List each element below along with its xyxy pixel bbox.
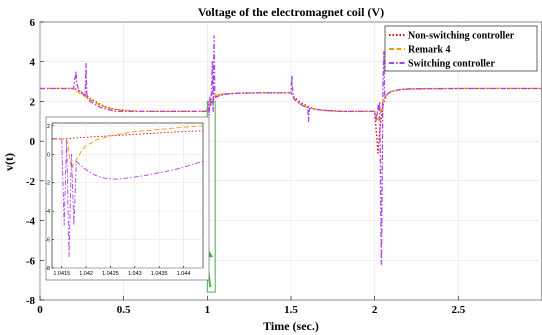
y-tick-label: 4 — [30, 57, 36, 69]
x-tick-label: 1.5 — [284, 304, 298, 316]
chart-title: Voltage of the electromagnet coil (V) — [198, 5, 384, 19]
x-tick-label: 0.5 — [117, 304, 131, 316]
legend-label-remark-4: Remark 4 — [408, 45, 451, 56]
y-tick-label: -6 — [45, 238, 50, 244]
y-tick-label: -2 — [45, 181, 50, 187]
x-tick-label: 1.042 — [79, 271, 93, 277]
x-tick-label: 1.044 — [177, 271, 191, 277]
y-tick-label: 2 — [47, 124, 50, 130]
inset-chart: 1.0415 1.042 1.0425 1.043 1.0435 1.044 -8 -6 -4 -… — [45, 116, 210, 281]
main-ticks: 0 0.5 1 1.5 2 2.5 -8 -6 -4 -2 0 2 4 6 — [26, 17, 466, 316]
series-line-switching-controller — [40, 35, 542, 265]
x-tick-label: 1.0435 — [151, 271, 168, 277]
series-line-remark-4 — [52, 125, 203, 169]
x-tick-label: 2.5 — [451, 304, 465, 316]
y-tick-label: -4 — [26, 216, 36, 228]
x-tick-label: 0 — [37, 304, 43, 316]
x-tick-label: 1 — [205, 304, 211, 316]
series-line-non-switching-controller — [40, 87, 542, 154]
y-tick-label: 0 — [30, 136, 36, 148]
y-tick-label: 2 — [30, 96, 36, 108]
y-tick-label: 6 — [30, 17, 36, 29]
x-tick-label: 1.0415 — [53, 271, 70, 277]
x-tick-label: 1.043 — [128, 271, 142, 277]
inset-plot-area — [51, 122, 204, 269]
x-tick-label: 2 — [372, 304, 378, 316]
y-tick-label: -8 — [45, 266, 50, 272]
y-tick-label: -6 — [26, 255, 36, 267]
inset-series — [52, 125, 203, 258]
legend-label-switching: Switching controller — [408, 59, 495, 70]
legend-label-non-switching: Non-switching controller — [408, 31, 515, 42]
y-tick-label: -8 — [26, 295, 36, 307]
inset-ticks: 1.0415 1.042 1.0425 1.043 1.0435 1.044 -8 -6 -4 -… — [45, 124, 190, 277]
y-tick-label: 0 — [47, 152, 50, 158]
x-axis-label: Time (sec.) — [263, 319, 319, 333]
y-tick-label: -4 — [45, 209, 50, 215]
series-line-switching-controller — [52, 138, 203, 258]
legend: Non-switching controller Remark 4 Switch… — [384, 25, 538, 72]
y-axis-label: v(t) — [2, 153, 16, 171]
y-tick-label: -2 — [26, 176, 36, 188]
main-series — [40, 35, 542, 265]
legend-box — [384, 25, 538, 72]
x-tick-label: 1.0425 — [102, 271, 119, 277]
